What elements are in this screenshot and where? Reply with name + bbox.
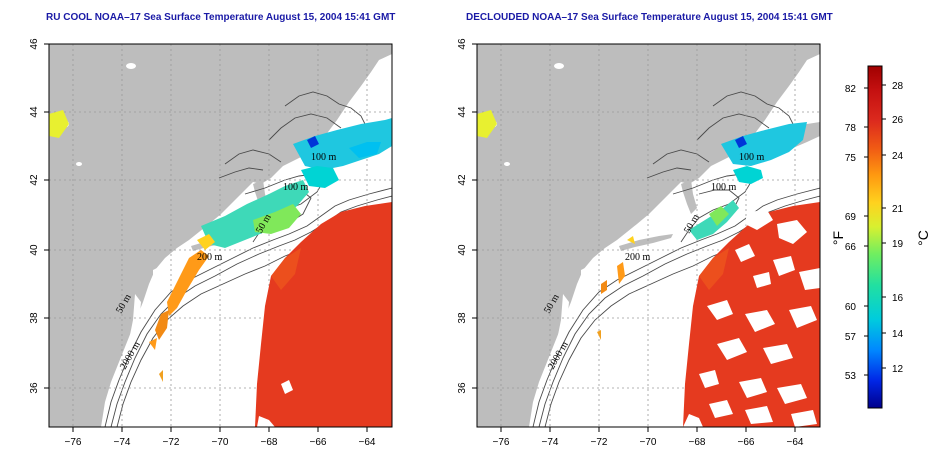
lon-tick-label: −64: [359, 437, 376, 448]
lon-tick-label: −72: [591, 437, 608, 448]
celsius-unit-label: °C: [915, 230, 931, 246]
left-map-panel: 100 m 100 m 50 m 200 m 50 m 2000 m −76 −…: [29, 38, 393, 448]
lon-tick-label: −70: [640, 437, 657, 448]
celsius-tick-label: 19: [892, 239, 904, 250]
lon-tick-label: −68: [689, 437, 706, 448]
left-lat-tick-labels: 46 44 42 40 38 36: [29, 38, 40, 394]
contour-label: 100 m: [311, 152, 337, 163]
lat-tick-label: 36: [457, 382, 468, 394]
lat-tick-label: 46: [29, 38, 40, 50]
right-lat-tick-labels: 46 44 42 40 38 36: [457, 38, 468, 394]
lat-tick-label: 36: [29, 382, 40, 394]
lon-tick-label: −76: [65, 437, 82, 448]
fahrenheit-tick-label: 66: [845, 242, 857, 253]
fahrenheit-tick-label: 69: [845, 212, 857, 223]
colorbar: 82 78 75 69 66 60 57 53 28 26 24 21 19 1…: [830, 65, 931, 409]
lon-tick-label: −64: [787, 437, 804, 448]
fahrenheit-tick-label: 60: [845, 302, 857, 313]
celsius-tick-label: 14: [892, 329, 904, 340]
lon-tick-label: −66: [738, 437, 755, 448]
right-panel-title: DECLOUDED NOAA–17 Sea Surface Temperatur…: [466, 12, 833, 23]
fahrenheit-tick-label: 53: [845, 371, 857, 382]
lat-tick-label: 46: [457, 38, 468, 50]
fahrenheit-tick-label: 75: [845, 153, 857, 164]
fahrenheit-unit-label: °F: [830, 231, 846, 245]
lat-tick-label: 44: [29, 106, 40, 118]
right-sst-data: [477, 110, 820, 427]
lat-tick-label: 42: [457, 174, 468, 186]
colorbar-gradient: [867, 65, 883, 409]
fahrenheit-tick-label: 82: [845, 84, 857, 95]
lat-tick-label: 42: [29, 174, 40, 186]
right-map-panel: 100 m 100 m 50 m 200 m 50 m 2000 m −76 −…: [457, 38, 821, 448]
lon-tick-label: −76: [493, 437, 510, 448]
celsius-tick-label: 26: [892, 115, 904, 126]
fahrenheit-tick-label: 78: [845, 123, 857, 134]
lat-tick-label: 38: [29, 312, 40, 324]
left-sst-data: [49, 110, 392, 427]
celsius-tick-label: 24: [892, 151, 904, 162]
lat-tick-label: 38: [457, 312, 468, 324]
lat-tick-label: 44: [457, 106, 468, 118]
left-panel-title: RU COOL NOAA–17 Sea Surface Temperature …: [46, 12, 396, 23]
celsius-tick-label: 28: [892, 81, 904, 92]
contour-label: 100 m: [283, 182, 309, 193]
fahrenheit-tick-labels: 82 78 75 69 66 60 57 53: [845, 84, 857, 382]
contour-label: 100 m: [739, 152, 765, 163]
right-lon-tick-labels: −76 −74 −72 −70 −68 −66 −64: [493, 437, 804, 448]
lon-tick-label: −66: [310, 437, 327, 448]
celsius-tick-labels: 28 26 24 21 19 16 14 12: [892, 81, 904, 375]
left-lon-tick-labels: −76 −74 −72 −70 −68 −66 −64: [65, 437, 376, 448]
lon-tick-label: −74: [114, 437, 131, 448]
lat-tick-label: 40: [29, 244, 40, 256]
contour-label: 200 m: [625, 252, 651, 263]
lon-tick-label: −72: [163, 437, 180, 448]
celsius-tick-label: 21: [892, 204, 904, 215]
celsius-tick-label: 16: [892, 293, 904, 304]
lon-tick-label: −68: [261, 437, 278, 448]
fahrenheit-tick-label: 57: [845, 332, 857, 343]
contour-label: 200 m: [197, 252, 223, 263]
contour-label: 100 m: [711, 182, 737, 193]
lat-tick-label: 40: [457, 244, 468, 256]
lon-tick-label: −74: [542, 437, 559, 448]
celsius-tick-label: 12: [892, 364, 904, 375]
lon-tick-label: −70: [212, 437, 229, 448]
